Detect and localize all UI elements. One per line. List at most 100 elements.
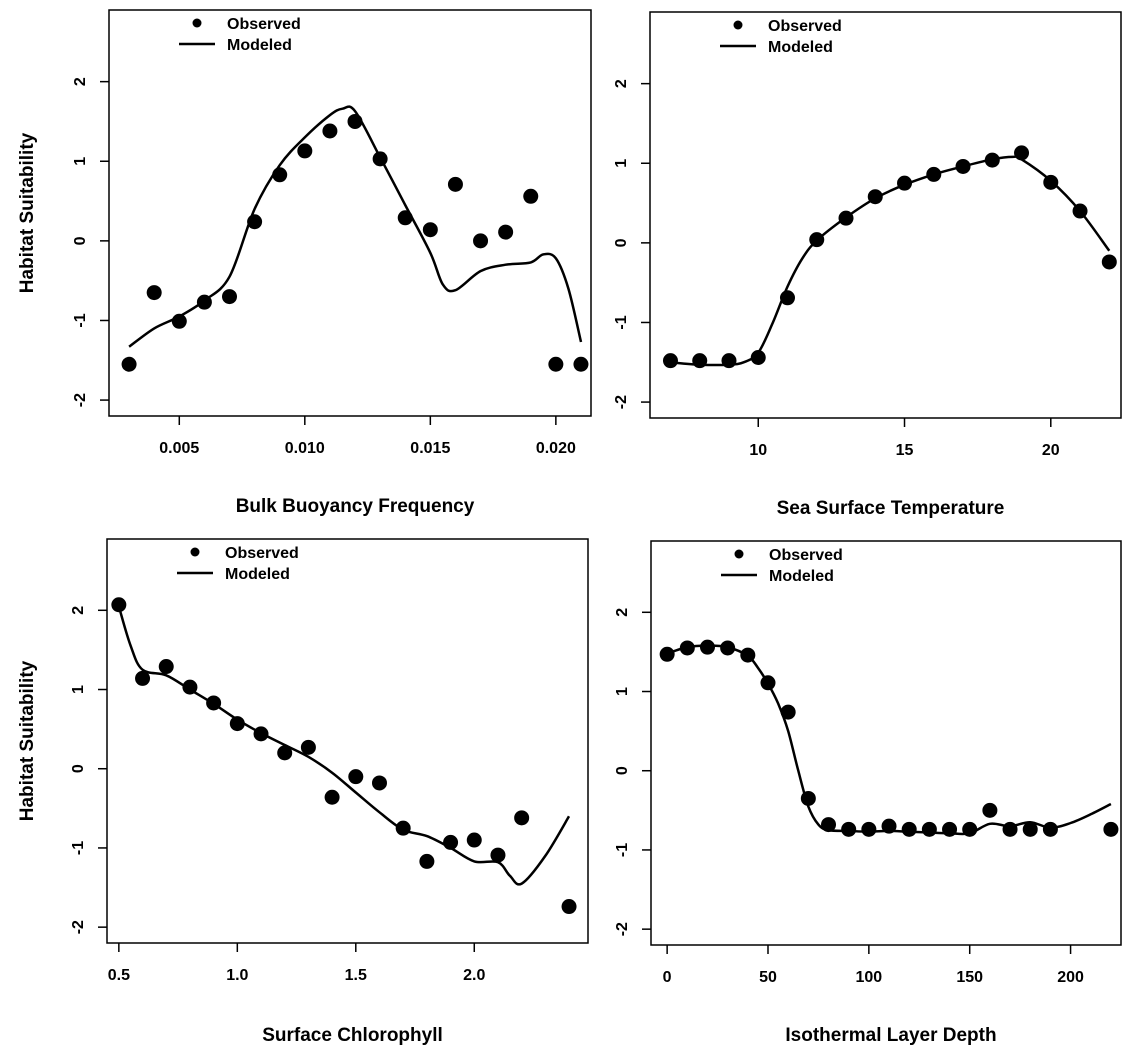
legend-observed-label: Observed — [769, 547, 843, 564]
observed-point — [662, 353, 678, 369]
observed-point — [158, 659, 174, 675]
y-tick-label: 2 — [70, 606, 87, 615]
observed-point — [699, 639, 715, 655]
observed-point — [206, 695, 222, 711]
x-tick-label: 20 — [1042, 442, 1060, 459]
x-tick-label: 1.0 — [226, 967, 248, 984]
observed-point — [740, 647, 756, 663]
legend: Observed Modeled — [179, 16, 301, 54]
observed-point — [322, 123, 338, 139]
plot-frame — [106, 538, 589, 944]
legend-observed-marker — [733, 20, 743, 30]
observed-point — [372, 151, 388, 167]
observed-point — [721, 353, 737, 369]
y-tick-label: -2 — [72, 393, 89, 407]
legend-modeled-label: Modeled — [227, 37, 292, 54]
observed-point — [692, 353, 708, 369]
plot-frame — [108, 9, 592, 417]
observed-point — [720, 640, 736, 656]
legend-observed-label: Observed — [225, 545, 299, 562]
observed-point — [838, 210, 854, 226]
x-tick-label: 0.020 — [536, 440, 576, 457]
panel-2: 10 15 20 -2 -1 0 1 2 Sea Surface Temperature Obse… — [613, 11, 1122, 519]
y-axis-title: Habitat Suitability — [17, 132, 38, 293]
legend-observed-label: Observed — [768, 18, 842, 35]
x-tick-label: 15 — [896, 442, 914, 459]
y-tick-label: -2 — [613, 395, 630, 409]
observed-point — [962, 821, 978, 837]
y-tick-label: 1 — [614, 687, 631, 696]
observed-point — [1101, 254, 1117, 270]
observed-point — [182, 679, 198, 695]
observed-point — [573, 356, 589, 372]
observed-point — [760, 675, 776, 691]
observed-point — [809, 232, 825, 248]
observed-point — [1022, 821, 1038, 837]
observed-point — [1103, 821, 1119, 837]
observed-point — [300, 739, 316, 755]
y-tick-label: 0 — [70, 764, 87, 773]
observed-point — [897, 175, 913, 191]
observed-point — [395, 820, 411, 836]
plot-frame — [649, 11, 1122, 419]
observed-point — [780, 704, 796, 720]
x-axis-title: Bulk Buoyancy Frequency — [236, 496, 475, 517]
observed-point — [447, 176, 463, 192]
observed-point — [397, 210, 413, 226]
legend: Observed Modeled — [720, 18, 842, 56]
observed-point — [443, 834, 459, 850]
legend: Observed Modeled — [177, 545, 299, 583]
observed-point — [841, 821, 857, 837]
y-tick-label: 2 — [72, 77, 89, 86]
observed-point — [926, 166, 942, 182]
observed-point — [222, 289, 237, 305]
x-tick-label: 50 — [759, 969, 777, 986]
x-axis-title: Surface Chlorophyll — [262, 1025, 443, 1046]
observed-point — [1072, 203, 1088, 219]
observed-point — [548, 356, 564, 372]
y-tick-label: -1 — [70, 841, 87, 855]
panel-3: 0.5 1.0 1.5 2.0 -2 -1 0 1 2 Surface Chlorophyll Ha… — [17, 538, 589, 1046]
y-tick-label: 1 — [70, 685, 87, 694]
legend: Observed Modeled — [721, 547, 843, 585]
observed-point — [324, 789, 340, 805]
observed-point — [111, 597, 127, 613]
observed-point — [297, 143, 313, 159]
observed-point — [523, 188, 539, 204]
x-tick-label: 1.5 — [345, 967, 367, 984]
observed-point — [779, 290, 795, 306]
panel-4: 0 50 100 150 200 -2 -1 0 1 2 Isothermal Layer Dept… — [614, 540, 1122, 1046]
modeled-line — [666, 644, 1112, 836]
observed-point — [514, 810, 530, 826]
legend-modeled-label: Modeled — [225, 566, 290, 583]
observed-point — [561, 899, 577, 915]
observed-point — [750, 349, 766, 365]
observed-point — [1042, 821, 1058, 837]
observed-point — [466, 832, 482, 848]
observed-point — [146, 285, 162, 301]
observed-point — [881, 818, 897, 834]
x-tick-label: 2.0 — [463, 967, 485, 984]
observed-point — [498, 224, 514, 240]
x-axis-title: Isothermal Layer Depth — [785, 1025, 996, 1046]
x-tick-label: 200 — [1057, 969, 1084, 986]
x-tick-label: 10 — [749, 442, 767, 459]
observed-point — [277, 745, 293, 761]
observed-point — [371, 775, 387, 791]
y-tick-label: 0 — [614, 766, 631, 775]
observed-point — [422, 222, 438, 238]
x-tick-label: 0 — [663, 969, 672, 986]
legend-modeled-label: Modeled — [768, 39, 833, 56]
observed-point — [679, 640, 695, 656]
panel-1: 0.005 0.010 0.015 0.020 -2 -1 0 1 2 Bulk Buoyancy… — [17, 9, 592, 517]
observed-point — [419, 853, 435, 869]
observed-point — [171, 313, 187, 329]
x-tick-label: 0.010 — [285, 440, 325, 457]
observed-point — [901, 821, 917, 837]
y-tick-label: -1 — [72, 313, 89, 327]
legend-observed-marker — [192, 18, 202, 28]
observed-point — [800, 790, 816, 806]
observed-point — [984, 152, 1000, 168]
y-tick-label: 1 — [72, 157, 89, 166]
y-tick-label: -1 — [614, 843, 631, 857]
